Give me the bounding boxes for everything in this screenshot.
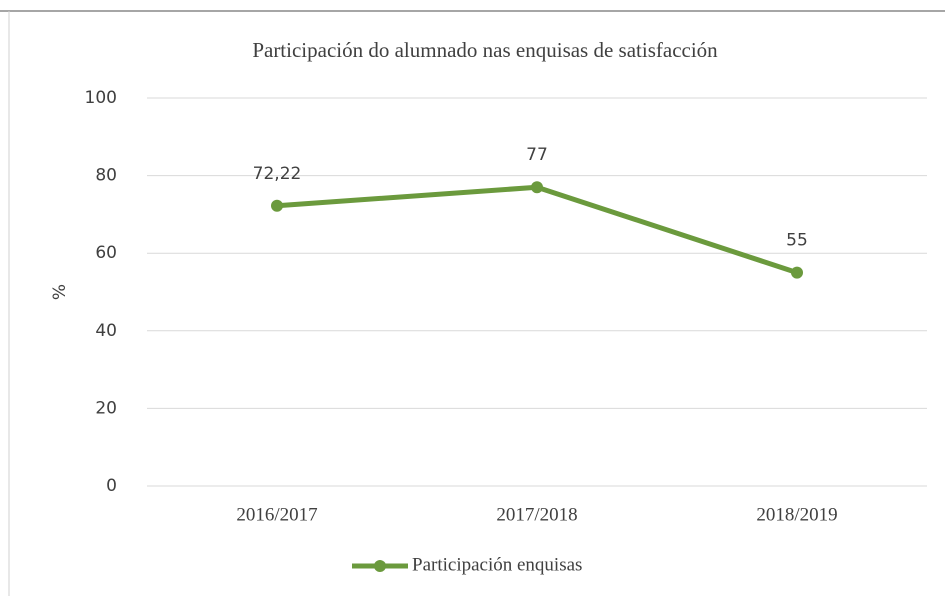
y-axis-label: % bbox=[50, 284, 70, 300]
legend-label: Participación enquisas bbox=[412, 554, 582, 575]
x-tick-label: 2017/2018 bbox=[496, 504, 577, 525]
y-tick-label: 20 bbox=[95, 398, 117, 418]
y-tick-label: 0 bbox=[106, 476, 117, 496]
legend-marker bbox=[374, 560, 386, 572]
y-tick-label: 40 bbox=[95, 321, 117, 341]
point bbox=[791, 266, 803, 279]
data-label: 77 bbox=[526, 145, 548, 165]
data-label: 55 bbox=[786, 231, 808, 251]
y-tick-label: 100 bbox=[85, 88, 117, 108]
point bbox=[271, 199, 283, 212]
y-tick-label: 60 bbox=[95, 243, 117, 263]
chart-title: Participación do alumnado nas enquisas d… bbox=[252, 38, 718, 62]
x-tick-label: 2018/2019 bbox=[756, 504, 837, 525]
y-tick-label: 80 bbox=[95, 166, 117, 186]
x-tick-label: 2016/2017 bbox=[236, 504, 317, 525]
point bbox=[531, 181, 543, 194]
data-label: 72,22 bbox=[253, 164, 302, 184]
